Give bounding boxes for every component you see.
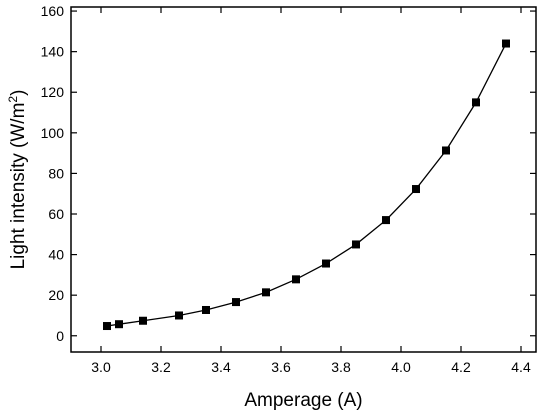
x-axis-tick-labels: 3.0 3.2 3.4 3.6 3.8 4.0 4.2 4.4 <box>91 359 531 375</box>
data-point-marker <box>115 320 123 329</box>
x-tick-label: 3.8 <box>331 359 351 375</box>
y-axis-title-main: Light intensity (W/m <box>8 103 29 270</box>
data-point-marker <box>472 98 480 107</box>
plot-frame <box>70 6 537 353</box>
x-tick-label: 4.0 <box>391 359 411 375</box>
y-tick-label: 40 <box>48 247 64 263</box>
x-tick-label: 3.6 <box>271 359 291 375</box>
y-axis-title: Light intensity (W/m2) <box>6 90 29 270</box>
y-tick-label: 0 <box>56 328 64 344</box>
data-point-marker <box>262 288 270 297</box>
data-point-marker <box>103 322 111 331</box>
y-axis-ticks <box>71 10 536 337</box>
data-point-marker <box>139 316 147 325</box>
x-tick-label: 3.2 <box>151 359 171 375</box>
y-tick-label: 80 <box>48 165 64 181</box>
data-point-marker <box>232 298 240 307</box>
y-tick-label: 100 <box>41 125 65 141</box>
y-tick-label: 140 <box>41 44 65 60</box>
y-tick-label: 160 <box>41 3 65 19</box>
data-point-marker <box>382 216 390 225</box>
data-point-marker <box>412 185 420 194</box>
data-point-marker <box>442 146 450 155</box>
data-point-marker <box>352 240 360 249</box>
y-tick-label: 20 <box>48 287 64 303</box>
y-axis-title-superscript: 2 <box>6 96 20 103</box>
x-tick-label: 4.4 <box>511 359 531 375</box>
y-tick-label: 60 <box>48 206 64 222</box>
x-axis-ticks <box>100 7 522 352</box>
x-axis-title: Amperage (A) <box>244 390 362 411</box>
data-point-marker <box>292 275 300 284</box>
y-tick-label: 120 <box>41 84 65 100</box>
x-tick-label: 3.0 <box>91 359 111 375</box>
x-tick-label: 3.4 <box>211 359 231 375</box>
series-markers <box>103 39 510 331</box>
y-axis-title-close: ) <box>8 90 29 96</box>
x-tick-label: 4.2 <box>451 359 471 375</box>
data-point-marker <box>502 39 510 48</box>
data-point-marker <box>202 305 210 314</box>
y-axis-tick-labels: 0 20 40 60 80 100 120 140 160 <box>41 3 65 344</box>
data-point-marker <box>175 311 183 320</box>
data-point-marker <box>322 259 330 268</box>
